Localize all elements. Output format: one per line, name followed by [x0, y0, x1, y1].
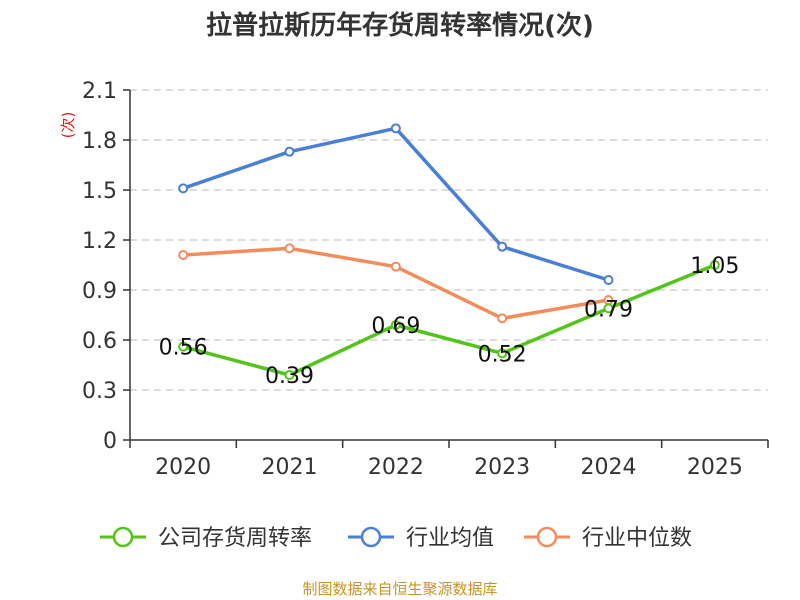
x-tick-label-2023: 2023 [474, 455, 530, 480]
legend-label-1: 行业均值 [406, 526, 494, 551]
chart-title: 拉普拉斯历年存货周转率情况(次) [206, 10, 594, 41]
data-point-s2-2021 [284, 243, 295, 254]
x-tick-label-2025: 2025 [687, 455, 743, 480]
data-point-s0-2022 [390, 320, 401, 330]
series-line-0 [182, 263, 716, 377]
data-label-2021: 0.39 [265, 364, 314, 389]
data-point-s1-2021 [284, 146, 295, 157]
y-axis-unit: (次) [59, 112, 77, 139]
data-point-s0-2025 [709, 260, 720, 270]
data-point-s2-2023 [497, 313, 508, 324]
x-tick-label-2020: 2020 [155, 455, 211, 480]
x-tick-label-2024: 2024 [581, 455, 637, 480]
data-point-s1-2020 [178, 183, 189, 194]
y-tick-label-3: 0.9 [82, 279, 117, 304]
data-point-s2-2020 [178, 250, 189, 260]
data-label-2025: 1.05 [690, 254, 739, 279]
legend-item-0[interactable]: 公司存货周转率 [100, 526, 312, 551]
data-point-s1-2022 [390, 123, 401, 134]
y-tick-label-6: 1.8 [82, 129, 117, 154]
data-point-s0-2021 [284, 370, 295, 380]
data-label-2020: 0.56 [159, 336, 208, 361]
legend-marker-icon-2 [536, 526, 558, 548]
legend-label-2: 行业中位数 [582, 526, 692, 551]
series-line-1 [182, 126, 610, 282]
x-tick-label-2021: 2021 [262, 455, 318, 480]
legend-item-1[interactable]: 行业均值 [348, 526, 494, 551]
data-point-s1-2024 [603, 275, 614, 285]
data-label-2024: 0.79 [584, 297, 633, 322]
y-tick-label-0: 0 [103, 429, 117, 454]
y-tick-label-5: 1.5 [82, 179, 117, 204]
series-lines [178, 123, 720, 380]
legend-marker-icon-0 [112, 526, 134, 548]
legend-label-0: 公司存货周转率 [158, 526, 312, 551]
y-tick-label-1: 0.3 [82, 379, 117, 404]
y-tick-label-4: 1.2 [82, 229, 117, 254]
axes: 0 0.3 0.6 0.9 1.2 1.5 1.8 2.1 2020 2021 2022 2023 20… [82, 79, 769, 480]
source-note: 制图数据来自恒生聚源数据库 [302, 580, 497, 598]
data-point-s0-2023 [497, 348, 508, 359]
data-label-2022: 0.69 [371, 314, 420, 339]
y-tick-label-7: 2.1 [82, 79, 117, 104]
data-point-s2-2022 [390, 261, 401, 272]
data-point-s0-2024 [603, 303, 614, 314]
grid-lines [130, 89, 768, 391]
y-tick-label-2: 0.6 [82, 329, 117, 354]
data-labels: 0.56 0.39 0.69 0.52 0.79 1.05 [159, 254, 740, 389]
x-tick-label-2022: 2022 [368, 455, 424, 480]
legend[interactable]: 公司存货周转率 行业均值 行业中位数 [100, 526, 692, 551]
data-point-s0-2020 [178, 341, 189, 352]
legend-marker-icon-1 [360, 526, 382, 548]
data-label-2023: 0.52 [478, 342, 527, 367]
legend-item-2[interactable]: 行业中位数 [524, 526, 692, 551]
data-point-s1-2023 [497, 241, 508, 252]
